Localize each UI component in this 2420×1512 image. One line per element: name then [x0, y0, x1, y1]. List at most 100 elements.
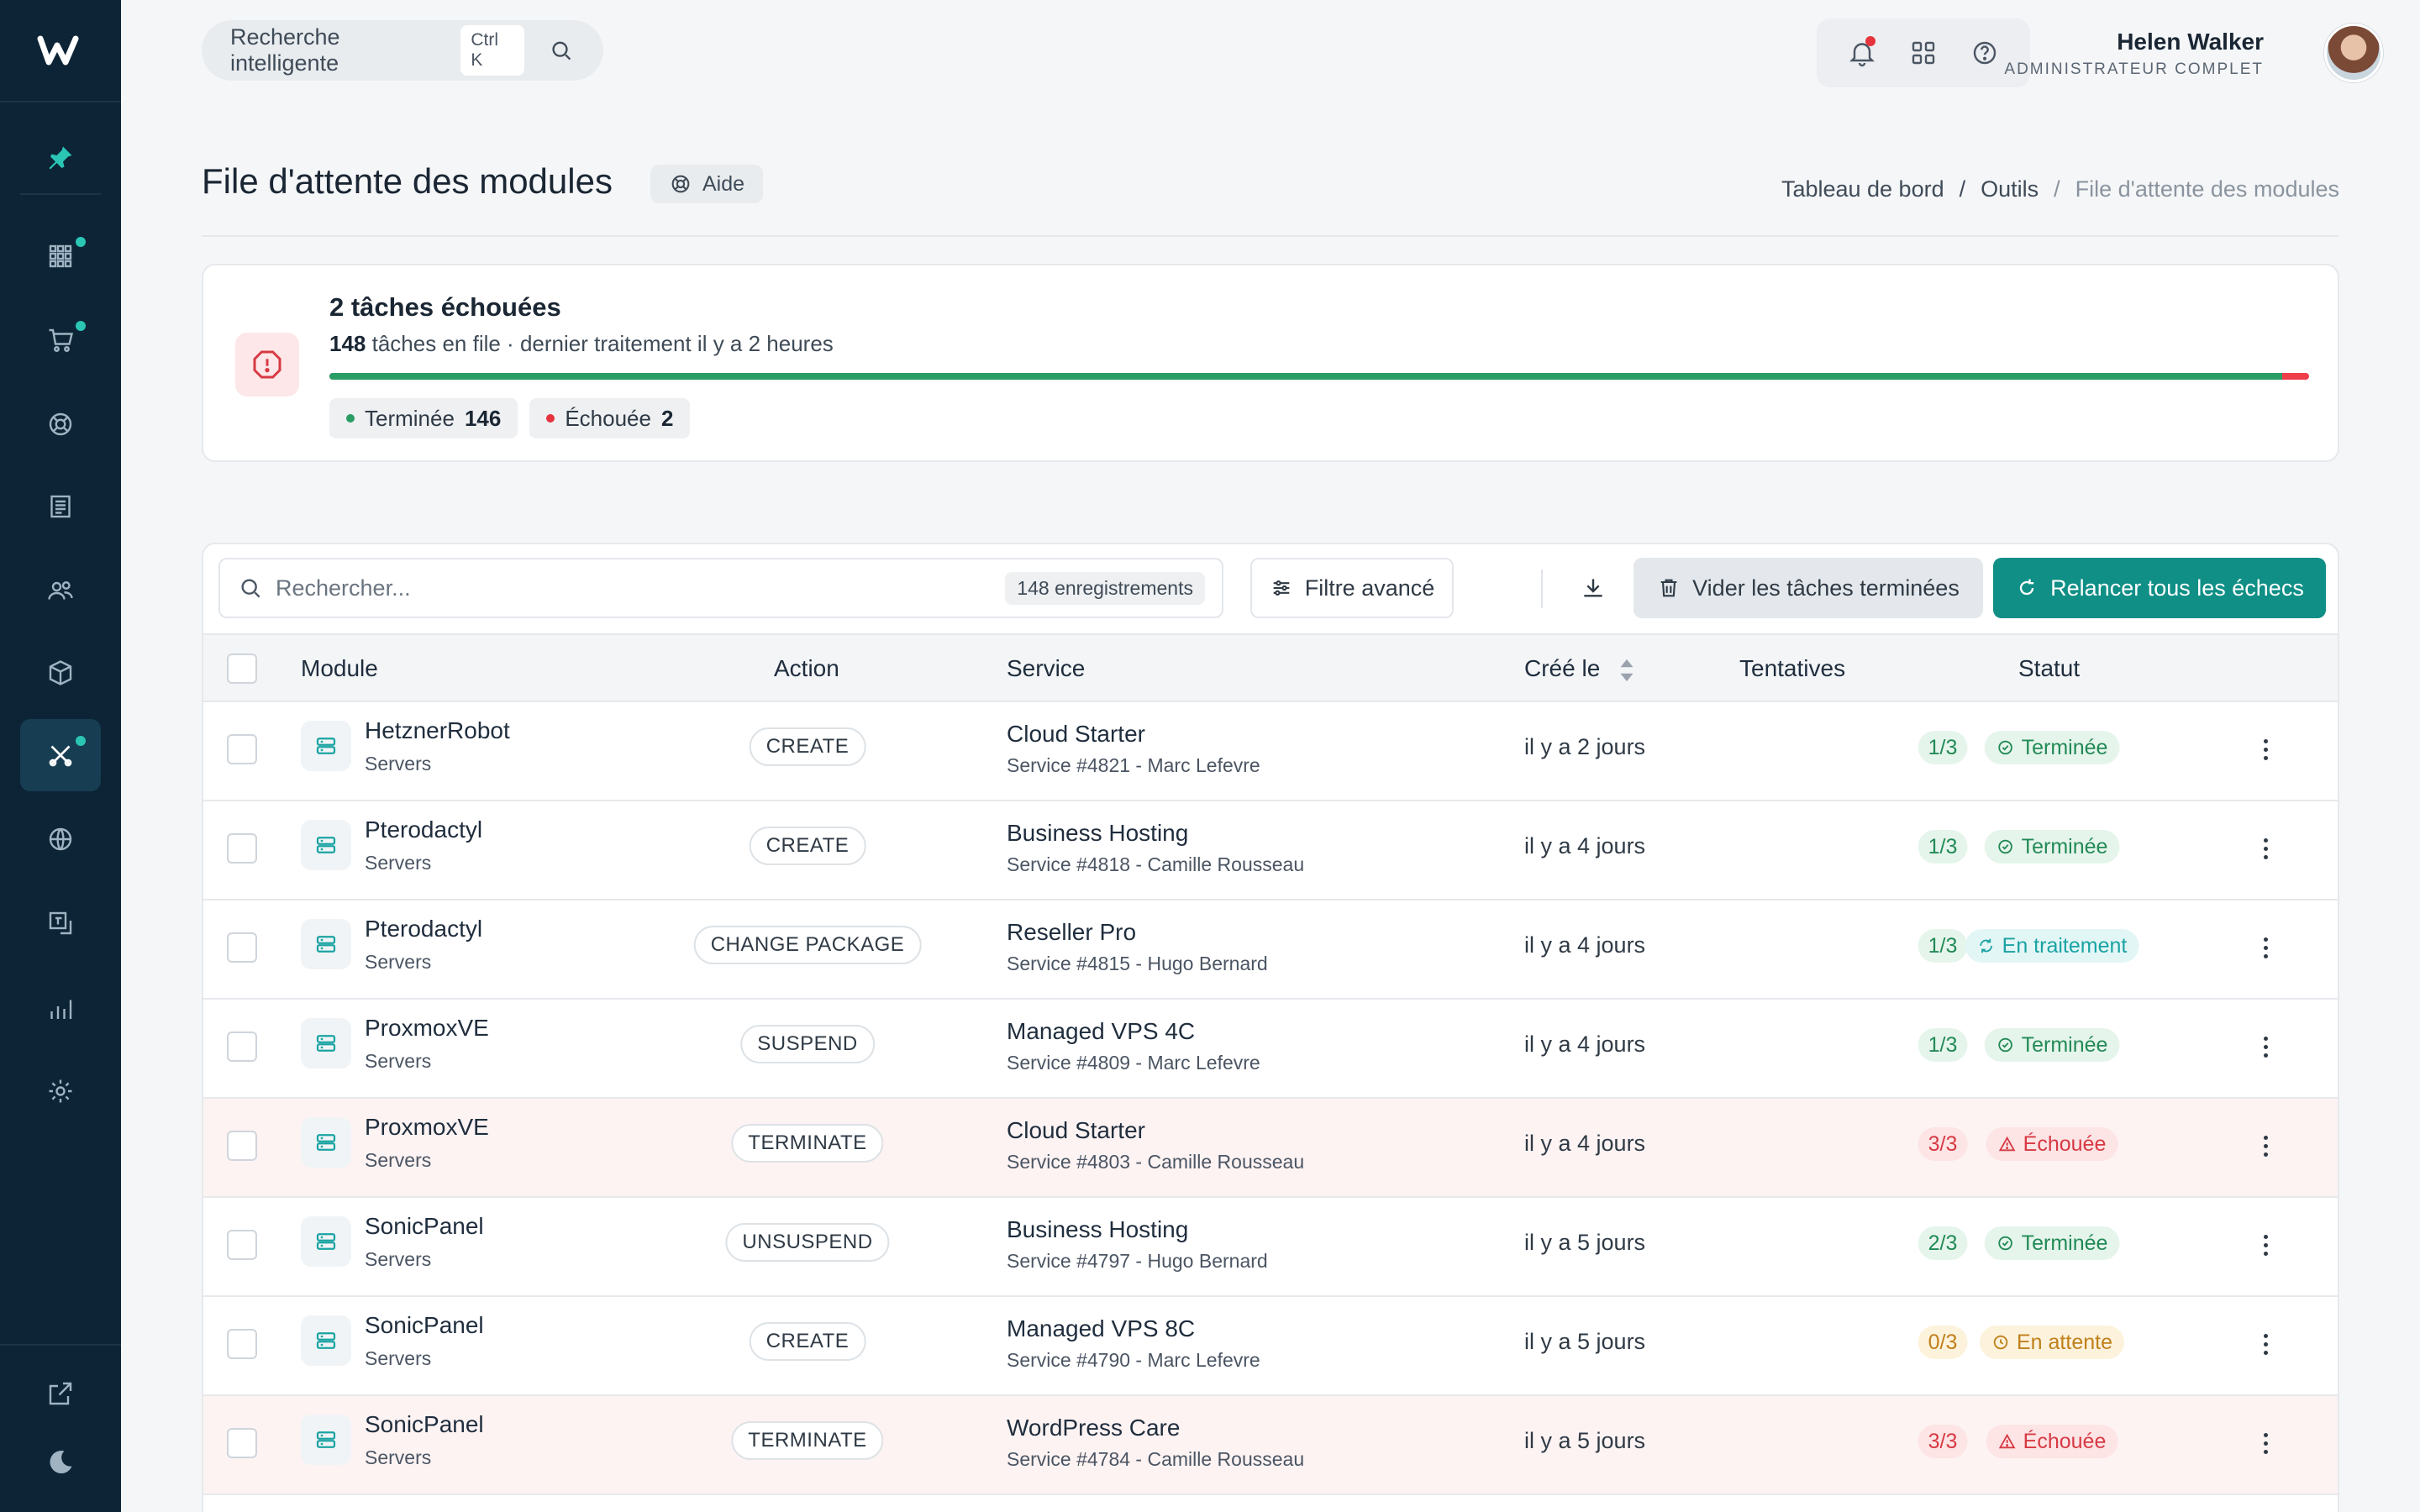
- module-name[interactable]: HetznerRobot: [365, 717, 510, 743]
- sidebar-item-open-site[interactable]: [20, 1357, 101, 1430]
- sidebar-item-tools[interactable]: [20, 719, 101, 791]
- notifications-button[interactable]: [1845, 36, 1879, 70]
- row-actions-menu[interactable]: [2250, 1327, 2281, 1361]
- apps-button[interactable]: [1907, 36, 1940, 70]
- advanced-filter-button[interactable]: Filtre avancé: [1250, 558, 1454, 618]
- table-row[interactable]: SonicPanel Servers UNSUSPEND Business Hosti…: [203, 1198, 2338, 1297]
- module-name[interactable]: SonicPanel: [365, 1411, 484, 1437]
- sidebar-item-reports[interactable]: [20, 973, 101, 1045]
- module-group: Servers: [365, 1149, 432, 1171]
- help-center-button[interactable]: [1968, 36, 2002, 70]
- table-row[interactable]: ProxmoxVE Servers SUSPEND Managed VPS 4C Ser…: [203, 1000, 2338, 1099]
- search-icon: [241, 579, 260, 598]
- app-logo[interactable]: [0, 0, 121, 102]
- module-icon: [301, 820, 351, 870]
- row-actions-menu[interactable]: [2250, 732, 2281, 766]
- table-row[interactable]: Pterodactyl Servers CHANGE PACKAGE Reseller…: [203, 900, 2338, 1000]
- service-name[interactable]: Cloud Starter: [1007, 1117, 1145, 1143]
- chip-completed[interactable]: Terminée 146: [329, 398, 518, 438]
- clear-completed-button[interactable]: Vider les tâches terminées: [1634, 558, 1983, 618]
- retry-all-failed-button[interactable]: Relancer tous les échecs: [1993, 558, 2326, 618]
- module-group: Servers: [365, 1347, 432, 1369]
- col-tries[interactable]: Tentatives: [1739, 655, 1846, 681]
- theme-toggle[interactable]: [20, 1426, 101, 1499]
- sidebar-item-orders[interactable]: [20, 304, 101, 376]
- service-name[interactable]: Managed VPS 8C: [1007, 1315, 1196, 1341]
- service-name[interactable]: Reseller Pro: [1007, 919, 1137, 945]
- tries-badge: 1/3: [1918, 1028, 1968, 1062]
- sliders-icon: [1273, 580, 1290, 596]
- service-name[interactable]: Managed VPS 4C: [1007, 1018, 1196, 1044]
- user-role: ADMINISTRATEUR COMPLET: [2004, 60, 2264, 78]
- breadcrumb-dashboard[interactable]: Tableau de bord: [1781, 176, 1944, 202]
- server-icon: [316, 936, 336, 953]
- row-checkbox[interactable]: [227, 1329, 257, 1359]
- sidebar-item-clients[interactable]: [20, 554, 101, 627]
- col-module[interactable]: Module: [301, 655, 378, 681]
- module-name[interactable]: Pterodactyl: [365, 916, 483, 942]
- status-label: Échouée: [2023, 1131, 2107, 1156]
- select-all-checkbox[interactable]: [227, 654, 257, 684]
- created-at: il y a 5 jours: [1524, 1329, 1646, 1354]
- sidebar-item-support[interactable]: [20, 388, 101, 460]
- avatar[interactable]: [2324, 24, 2383, 82]
- notification-dot: [76, 321, 86, 331]
- globe-icon: [49, 827, 72, 851]
- service-name[interactable]: Business Hosting: [1007, 820, 1189, 846]
- tries-badge: 1/3: [1918, 731, 1968, 764]
- module-name[interactable]: SonicPanel: [365, 1312, 484, 1338]
- user-menu[interactable]: Helen Walker ADMINISTRATEUR COMPLET: [2004, 29, 2264, 79]
- breadcrumb-tools[interactable]: Outils: [1981, 176, 2039, 202]
- row-actions-menu[interactable]: [2250, 832, 2281, 865]
- module-name[interactable]: Pterodactyl: [365, 816, 483, 843]
- table-row[interactable]: ProxmoxVE Servers TERMINATE Cloud Starter Se…: [203, 1099, 2338, 1198]
- row-actions-menu[interactable]: [2250, 931, 2281, 964]
- action-badge: UNSUSPEND: [725, 1223, 890, 1262]
- sidebar-item-domains[interactable]: [20, 803, 101, 875]
- row-checkbox[interactable]: [227, 932, 257, 963]
- sidebar-item-billing[interactable]: [20, 470, 101, 543]
- created-at: il y a 4 jours: [1524, 833, 1646, 858]
- table-row[interactable]: SonicPanel Servers CREATE Managed VPS 8C Ser…: [203, 1297, 2338, 1396]
- service-name[interactable]: Cloud Starter: [1007, 721, 1145, 747]
- table-search[interactable]: Rechercher... 148 enregistrements: [218, 558, 1223, 618]
- service-name[interactable]: Business Hosting: [1007, 1216, 1189, 1242]
- module-name[interactable]: ProxmoxVE: [365, 1015, 489, 1041]
- sidebar-item-translations[interactable]: [20, 887, 101, 959]
- sidebar-item-pinned[interactable]: [20, 123, 101, 195]
- row-actions-menu[interactable]: [2250, 1129, 2281, 1163]
- row-checkbox[interactable]: [227, 1230, 257, 1260]
- row-actions-menu[interactable]: [2250, 1228, 2281, 1262]
- row-checkbox[interactable]: [227, 833, 257, 864]
- row-actions-menu[interactable]: [2250, 1030, 2281, 1063]
- col-service[interactable]: Service: [1007, 655, 1086, 681]
- row-checkbox[interactable]: [227, 1032, 257, 1062]
- module-group: Servers: [365, 1446, 432, 1468]
- action-badge: CREATE: [749, 727, 866, 766]
- service-reference: Service #4797 - Hugo Bernard: [1007, 1250, 1268, 1272]
- table-row[interactable]: HetznerRobot Servers CREATE Cloud Starter Se…: [203, 702, 2338, 801]
- col-status[interactable]: Statut: [2018, 655, 2081, 681]
- sidebar-item-apps[interactable]: [20, 220, 101, 292]
- table-row[interactable]: Pterodactyl Servers CREATE Business Hosting…: [203, 801, 2338, 900]
- service-name[interactable]: WordPress Care: [1007, 1415, 1181, 1441]
- help-button[interactable]: Aide: [650, 165, 764, 203]
- col-created[interactable]: Créé le: [1524, 655, 1635, 683]
- chip-label: Terminée: [365, 405, 455, 431]
- row-checkbox[interactable]: [227, 1428, 257, 1458]
- status-label: En traitement: [2002, 933, 2128, 958]
- sidebar-item-products[interactable]: [20, 637, 101, 709]
- external-link-icon: [49, 1382, 72, 1405]
- row-checkbox[interactable]: [227, 734, 257, 764]
- sidebar-item-settings[interactable]: [20, 1055, 101, 1127]
- module-name[interactable]: SonicPanel: [365, 1213, 484, 1239]
- col-action[interactable]: Action: [774, 655, 839, 681]
- export-button[interactable]: [1563, 558, 1623, 618]
- smart-search[interactable]: Recherche intelligente Ctrl K: [202, 20, 603, 81]
- module-name[interactable]: ProxmoxVE: [365, 1114, 489, 1140]
- row-actions-menu[interactable]: [2250, 1426, 2281, 1460]
- row-checkbox[interactable]: [227, 1131, 257, 1161]
- sort-icon: [1620, 659, 1634, 681]
- chip-failed[interactable]: Échouée 2: [529, 398, 691, 438]
- table-row[interactable]: SonicPanel Servers TERMINATE WordPress Care…: [203, 1396, 2338, 1495]
